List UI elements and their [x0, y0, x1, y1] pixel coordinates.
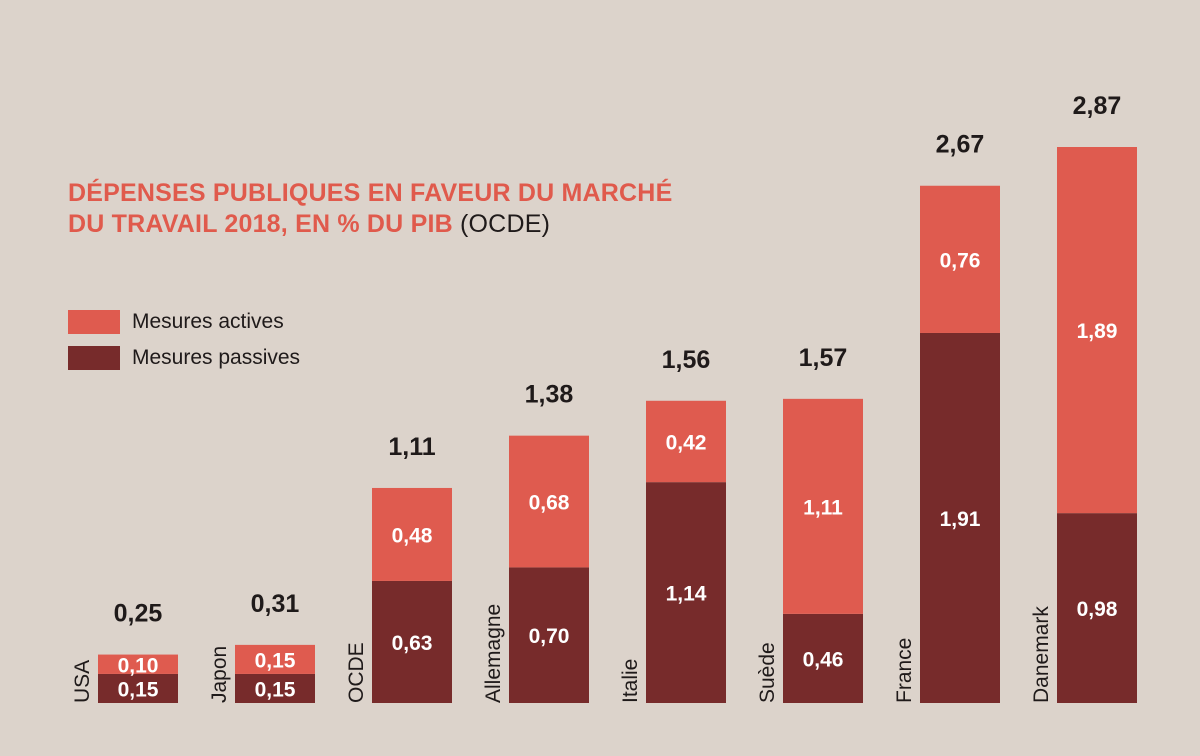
- legend-swatch-passive: [68, 346, 120, 370]
- category-label-allemagne: Allemagne: [482, 604, 505, 703]
- total-label-ocde: 1,11: [388, 433, 435, 461]
- legend-item-passive: Mesures passives: [68, 340, 300, 376]
- total-label-allemagne: 1,38: [525, 381, 574, 409]
- legend-item-active: Mesures actives: [68, 304, 300, 340]
- value-label-active-danemark: 1,89: [1077, 320, 1118, 343]
- category-label-ocde: OCDE: [345, 642, 368, 703]
- chart-title-line2-wrap: DU TRAVAIL 2018, EN % DU PIB (OCDE): [68, 209, 672, 240]
- chart-title-line2: DU TRAVAIL 2018, EN % DU PIB: [68, 210, 453, 238]
- legend-swatch-active: [68, 310, 120, 334]
- value-label-active-usa: 0,10: [118, 654, 159, 677]
- chart-source: (OCDE): [460, 210, 551, 238]
- total-label-danemark: 2,87: [1073, 92, 1122, 120]
- category-label-usa: USA: [71, 660, 94, 703]
- bar-active-japon: [235, 644, 315, 674]
- legend-label-passive: Mesures passives: [132, 346, 301, 369]
- category-label-france: France: [893, 638, 916, 703]
- bar-active-italie: [646, 400, 726, 483]
- value-label-active-ocde: 0,48: [392, 524, 433, 547]
- bar-passive-suède: [783, 613, 863, 703]
- chart-title-line1: DÉPENSES PUBLIQUES EN FAVEUR DU MARCHÉ: [68, 179, 673, 207]
- value-label-passive-italie: 1,14: [666, 583, 707, 606]
- value-label-passive-ocde: 0,63: [392, 632, 433, 655]
- category-label-danemark: Danemark: [1030, 606, 1053, 703]
- bar-passive-japon: [235, 673, 315, 703]
- value-label-active-japon: 0,15: [255, 649, 296, 672]
- value-label-active-italie: 0,42: [666, 431, 707, 454]
- bar-passive-france: [920, 332, 1000, 703]
- legend: Mesures actives Mesures passives: [68, 304, 300, 376]
- bar-active-ocde: [372, 487, 452, 581]
- value-label-passive-danemark: 0,98: [1077, 598, 1118, 621]
- bar-passive-allemagne: [509, 567, 589, 703]
- bar-passive-usa: [98, 673, 178, 703]
- value-label-passive-usa: 0,15: [118, 678, 159, 701]
- total-label-italie: 1,56: [662, 346, 711, 374]
- value-label-passive-suède: 0,46: [803, 648, 844, 671]
- value-label-active-allemagne: 0,68: [529, 492, 570, 515]
- value-label-passive-france: 1,91: [940, 508, 981, 531]
- chart-title: DÉPENSES PUBLIQUES EN FAVEUR DU MARCHÉ D…: [68, 178, 672, 240]
- category-label-japon: Japon: [208, 646, 231, 703]
- value-label-active-suède: 1,11: [803, 496, 843, 519]
- bar-active-danemark: [1057, 147, 1137, 514]
- bar-passive-ocde: [372, 580, 452, 703]
- value-label-passive-japon: 0,15: [255, 678, 296, 701]
- bar-active-france: [920, 185, 1000, 333]
- value-label-active-france: 0,76: [940, 249, 981, 272]
- legend-label-active: Mesures actives: [132, 310, 284, 333]
- category-label-italie: Italie: [619, 659, 642, 703]
- total-label-france: 2,67: [936, 131, 985, 159]
- bar-active-usa: [98, 654, 178, 674]
- value-label-passive-allemagne: 0,70: [529, 625, 570, 648]
- total-label-japon: 0,31: [251, 590, 300, 618]
- bar-passive-italie: [646, 482, 726, 703]
- category-label-suède: Suède: [756, 642, 779, 703]
- bar-active-suède: [783, 398, 863, 614]
- bar-passive-danemark: [1057, 513, 1137, 703]
- total-label-suède: 1,57: [799, 344, 848, 372]
- bar-active-allemagne: [509, 435, 589, 568]
- total-label-usa: 0,25: [114, 600, 163, 628]
